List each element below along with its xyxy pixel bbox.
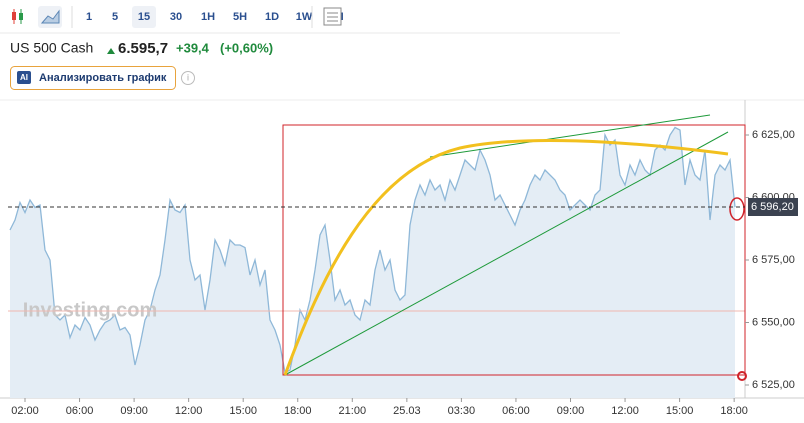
y-tick-label: 6 550,00 xyxy=(752,316,795,328)
interval-button[interactable]: 1D xyxy=(265,11,279,23)
last-price-label: 6 596,20 xyxy=(751,201,794,213)
interval-button[interactable]: 1 xyxy=(86,11,92,23)
watermark: Investing.com xyxy=(23,299,157,321)
interval-button[interactable]: 5H xyxy=(233,11,247,23)
x-tick-label: 09:00 xyxy=(557,405,585,417)
candle-icon[interactable] xyxy=(10,8,26,26)
x-tick-label: 21:00 xyxy=(339,405,367,417)
axes: 6 525,006 550,006 575,006 600,006 625,00… xyxy=(8,129,798,417)
y-tick-label: 6 525,00 xyxy=(752,379,795,391)
marker-circle[interactable] xyxy=(729,197,745,221)
interval-active-bg xyxy=(132,6,156,28)
ai-badge-bg xyxy=(17,71,31,84)
plot xyxy=(9,126,736,398)
marker-circle[interactable] xyxy=(737,371,747,381)
x-tick-label: 06:00 xyxy=(66,405,94,417)
x-tick-label: 09:00 xyxy=(120,405,148,417)
x-tick-label: 12:00 xyxy=(611,405,639,417)
y-tick-label: 6 625,00 xyxy=(752,129,795,141)
interval-button[interactable]: 1W xyxy=(296,11,313,23)
x-tick-label: 12:00 xyxy=(175,405,203,417)
button-bg[interactable] xyxy=(10,66,176,90)
x-tick-label: 06:00 xyxy=(502,405,530,417)
change: +39,4 xyxy=(176,40,210,55)
x-tick-label: 15:00 xyxy=(229,405,257,417)
table-icon[interactable] xyxy=(323,7,342,26)
x-tick-label: 25.03 xyxy=(393,405,421,417)
price-line xyxy=(9,126,736,374)
last-price-box xyxy=(748,198,798,216)
interval-button[interactable]: 15 xyxy=(138,11,150,23)
ai-badge: AI xyxy=(20,73,28,82)
instrument-name: US 500 Cash xyxy=(10,40,93,56)
icon-stroke xyxy=(40,9,60,24)
area-icon[interactable] xyxy=(38,6,62,28)
x-tick-label: 18:00 xyxy=(284,405,312,417)
price: 6.595,7 xyxy=(118,40,168,57)
interval-button[interactable]: 30 xyxy=(170,11,182,23)
info-icon[interactable] xyxy=(181,71,195,85)
interval-group: 1515301H5H1D1W1M xyxy=(86,6,344,28)
area-fill xyxy=(10,127,735,398)
interval-button[interactable]: 1H xyxy=(201,11,215,23)
up-arrow xyxy=(107,48,115,54)
change-pct: (+0,60%) xyxy=(220,40,273,55)
ai-button[interactable]: AI Анализировать график xyxy=(10,66,176,90)
x-tick-label: 03:30 xyxy=(448,405,476,417)
drawn-curve[interactable] xyxy=(283,138,729,376)
interval-button[interactable]: 5 xyxy=(112,11,118,23)
ai-label: Анализировать график xyxy=(39,72,167,84)
trend-line[interactable] xyxy=(429,114,711,158)
x-tick-label: 15:00 xyxy=(666,405,694,417)
icon-stroke xyxy=(12,12,16,20)
x-tick-label: 02:00 xyxy=(11,405,39,417)
info-i: i xyxy=(187,72,189,82)
x-tick-label: 18:00 xyxy=(720,405,748,417)
trend-line[interactable] xyxy=(284,131,729,376)
y-tick-label: 6 575,00 xyxy=(752,254,795,266)
drawn-rectangle[interactable] xyxy=(282,124,746,376)
icon-stroke xyxy=(19,13,23,20)
